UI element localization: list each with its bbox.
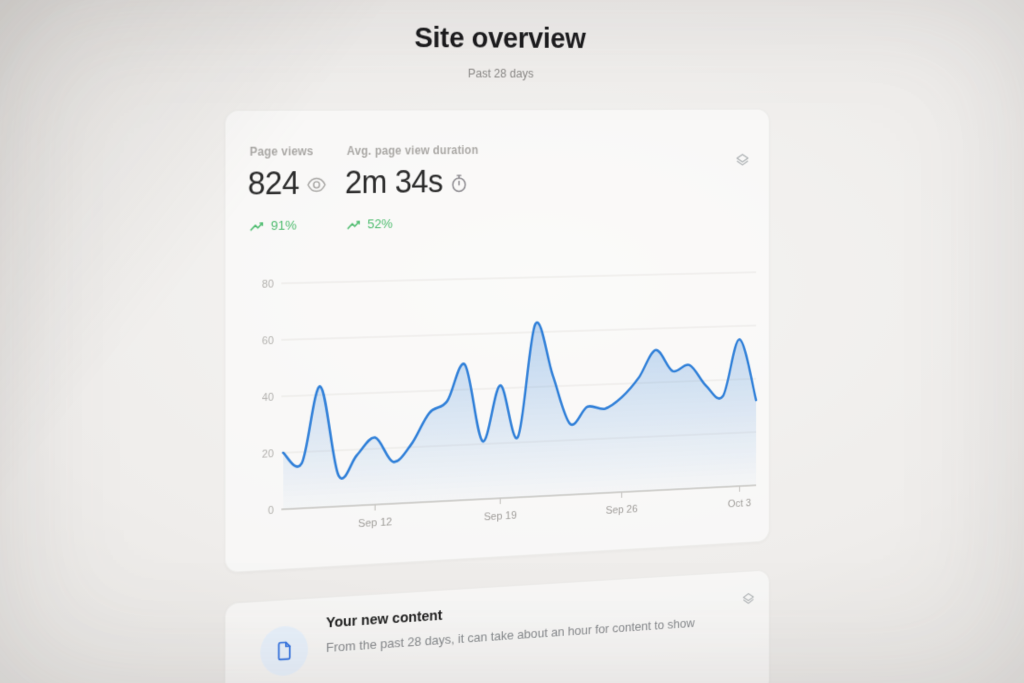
y-axis-tick-label: 60 xyxy=(262,335,274,347)
stopwatch-icon xyxy=(449,172,469,194)
x-axis-tick-label: Sep 26 xyxy=(606,503,638,516)
y-axis-tick-label: 20 xyxy=(262,448,274,461)
y-axis-tick-label: 40 xyxy=(262,392,274,405)
page-title: Site overview xyxy=(414,21,586,55)
metric-delta: 91% xyxy=(250,218,297,234)
metric-label: Avg. page view duration xyxy=(346,143,479,158)
eye-icon xyxy=(306,174,327,196)
pageviews-trend-chart: 0 20 40 60 80 Sep 12 Sep 19 Sep 26 Oct 3 xyxy=(262,240,765,530)
metric-value: 2m 34s xyxy=(344,162,443,201)
content-title: Your new content xyxy=(326,607,443,632)
layers-icon xyxy=(733,151,752,172)
document-badge xyxy=(260,624,309,678)
metric-value: 824 xyxy=(247,164,300,202)
trending-up-icon xyxy=(250,220,266,232)
y-axis-tick-label: 80 xyxy=(262,278,274,290)
metric-value-row: 2m 34s xyxy=(345,163,469,202)
x-axis-tick-label: Sep 12 xyxy=(358,516,392,530)
metric-delta-value: 91% xyxy=(270,217,297,233)
x-axis-tick-label: Oct 3 xyxy=(728,498,751,511)
layers-icon xyxy=(740,590,757,610)
metric-value-row: 824 xyxy=(248,164,327,203)
metric-delta-value: 52% xyxy=(367,216,393,232)
document-icon xyxy=(273,638,296,663)
gridline xyxy=(281,325,756,339)
new-content-card: Your new content From the past 28 days, … xyxy=(224,569,770,683)
page-subtitle: Past 28 days xyxy=(468,66,534,81)
overview-card: Page views 824 91% xyxy=(224,108,770,574)
trending-up-icon xyxy=(347,218,363,230)
metric-label: Page views xyxy=(249,144,314,159)
metric-delta: 52% xyxy=(347,216,393,231)
x-axis-tick-label: Sep 19 xyxy=(484,510,517,523)
site-overview-dashboard: Site overview Past 28 days Page views 82… xyxy=(1,0,933,683)
y-axis-tick-label: 0 xyxy=(268,505,274,517)
trend-area xyxy=(283,316,757,510)
gridline xyxy=(281,272,756,283)
